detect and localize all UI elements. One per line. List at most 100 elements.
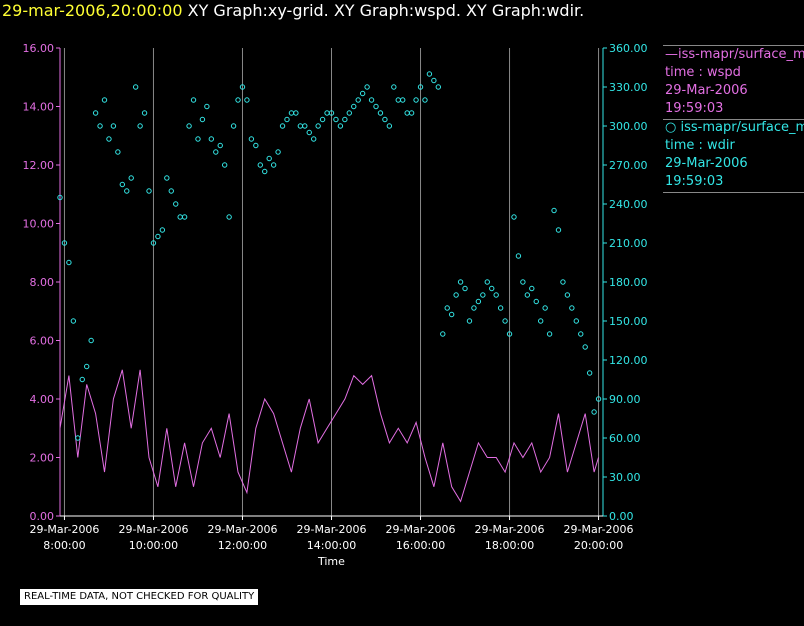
wdir-data-point [578, 331, 584, 337]
wdir-data-point [199, 116, 206, 123]
y-tick-label-right: 60.00 [609, 432, 641, 445]
legend-wspd: —iss-mapr/surface_m time : wspd 29-Mar-2… [665, 46, 804, 118]
wdir-data-point [101, 97, 108, 103]
wdir-data-point [168, 188, 174, 194]
wdir-data-point [586, 370, 593, 376]
wdir-data-point [502, 318, 508, 324]
wdir-data-point [582, 344, 588, 350]
wdir-data-point [351, 103, 357, 110]
wdir-data-point [573, 318, 579, 324]
legend-circle-marker: ○ [665, 120, 677, 135]
wdir-data-point [270, 162, 277, 168]
wdir-data-point [186, 123, 192, 129]
wdir-data-point [119, 181, 126, 188]
wdir-data-point [448, 311, 455, 318]
x-tick-label-time: 10:00:00 [129, 539, 178, 552]
wdir-data-point [253, 142, 259, 149]
y-tick-label-left: 0.00 [30, 510, 55, 523]
wdir-data-point [489, 285, 495, 292]
x-tick-label-time: 20:00:00 [574, 539, 623, 552]
x-tick-label-date: 29-Mar-2006 [475, 523, 545, 536]
wdir-data-point [141, 110, 148, 116]
legend-series-name: iss-mapr/surface_m [678, 47, 804, 62]
y-tick-label-right: 270.00 [609, 159, 648, 172]
wdir-data-point [293, 110, 299, 116]
x-tick-label-date: 29-Mar-2006 [297, 523, 367, 536]
legend-divider-bottom [663, 192, 804, 193]
x-axis-label: Time [318, 555, 345, 568]
wdir-data-point [266, 155, 272, 162]
x-tick-label-time: 16:00:00 [396, 539, 445, 552]
wdir-data-point [164, 175, 170, 181]
wdir-data-point [110, 123, 117, 129]
wdir-data-point [377, 110, 384, 116]
wspd-series-line [59, 369, 599, 503]
wdir-data-point [150, 240, 157, 246]
wdir-data-point [426, 71, 433, 77]
wdir-data-point [61, 240, 68, 246]
y-tick-label-right: 30.00 [609, 471, 641, 484]
y-tick-label-right: 0.00 [609, 510, 634, 523]
wdir-data-point [137, 123, 143, 129]
wdir-data-point [591, 409, 597, 415]
wdir-data-point [226, 214, 232, 220]
wdir-data-point [462, 285, 468, 292]
wdir-data-point [400, 97, 406, 103]
wdir-data-point [480, 292, 486, 298]
y-tick-label-left: 12.00 [23, 159, 55, 172]
wdir-data-point [422, 97, 428, 103]
wdir-data-point [364, 84, 370, 90]
wdir-data-point [515, 253, 522, 259]
wdir-data-point [204, 103, 210, 110]
wdir-data-point [382, 116, 388, 123]
wdir-data-point [493, 292, 499, 298]
wdir-data-point [524, 292, 531, 298]
wdir-data-point [181, 214, 188, 220]
wdir-data-point [115, 149, 121, 155]
legend-series-date: 29-Mar-2006 [665, 156, 748, 171]
x-tick-label-time: 14:00:00 [307, 539, 356, 552]
wdir-data-point [533, 298, 539, 305]
y-tick-label-right: 330.00 [609, 81, 648, 94]
x-tick-label-date: 29-Mar-2006 [118, 523, 188, 536]
wdir-data-point [324, 110, 330, 116]
wdir-data-point [551, 207, 557, 214]
wdir-data-point [302, 123, 308, 129]
wdir-data-point [346, 110, 353, 116]
wdir-data-point [70, 318, 77, 324]
wdir-data-point [404, 110, 410, 116]
wdir-data-point [235, 97, 241, 103]
wdir-data-point [475, 298, 482, 305]
wdir-data-point [511, 214, 517, 220]
wdir-data-point [195, 136, 201, 142]
wdir-data-point [88, 337, 94, 344]
wdir-data-point [92, 110, 99, 116]
wdir-data-point [284, 116, 290, 123]
wdir-data-point [395, 97, 401, 103]
wdir-data-point [537, 318, 544, 324]
y-tick-label-right: 120.00 [609, 354, 648, 367]
y-tick-label-left: 6.00 [30, 335, 55, 348]
wdir-data-point [368, 97, 375, 103]
wdir-data-point [391, 84, 397, 90]
wdir-data-point [155, 233, 161, 240]
x-tick-label-time: 18:00:00 [485, 539, 534, 552]
y-tick-label-right: 240.00 [609, 198, 648, 211]
wdir-data-point [128, 175, 134, 181]
wdir-data-point [75, 435, 81, 441]
y-tick-label-left: 2.00 [30, 452, 55, 465]
wdir-data-point [230, 123, 237, 129]
wdir-data-point [435, 84, 442, 90]
wdir-data-point [569, 305, 575, 311]
wdir-data-point [431, 77, 437, 84]
legend-series-var: time : wdir [665, 138, 735, 153]
x-tick-label-time: 12:00:00 [218, 539, 267, 552]
wdir-data-point [453, 292, 459, 298]
wdir-data-point [319, 116, 326, 123]
wdir-data-point [221, 162, 228, 168]
wdir-data-point [84, 363, 90, 370]
wdir-data-point [542, 305, 548, 311]
legend-series-var: time : wspd [665, 65, 741, 80]
y-tick-label-left: 16.00 [23, 42, 55, 55]
